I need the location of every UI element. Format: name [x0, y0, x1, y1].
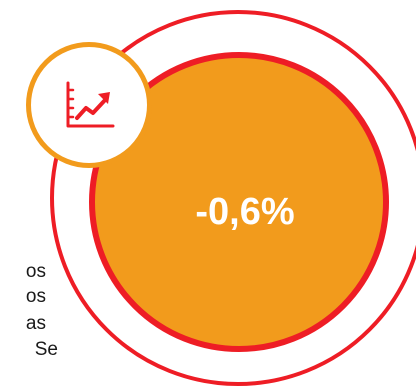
text-line: os: [25, 261, 46, 282]
text-line: as: [25, 313, 46, 334]
trend-up-chart-icon: [66, 81, 115, 128]
text-line: Se: [34, 339, 58, 360]
stat-value: -0,6%: [195, 191, 295, 233]
text-line: os: [25, 286, 46, 307]
icon-badge: [26, 42, 152, 168]
cropped-body-text: os os as Se: [0, 258, 60, 386]
